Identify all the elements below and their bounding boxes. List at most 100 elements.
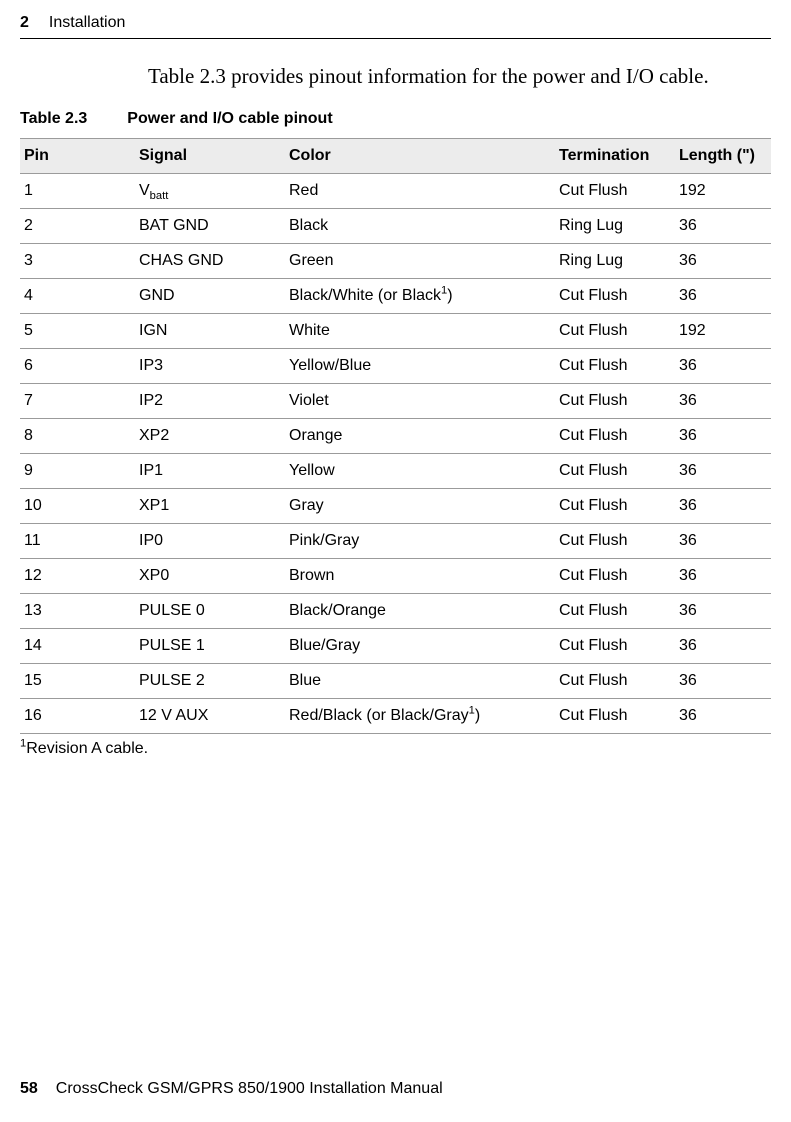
cell-signal: IGN (135, 314, 285, 349)
page-footer: 58CrossCheck GSM/GPRS 850/1900 Installat… (20, 1080, 443, 1098)
table-row: 1VbattRedCut Flush192 (20, 174, 771, 209)
cell-pin: 16 (20, 699, 135, 734)
col-header-pin: Pin (20, 139, 135, 174)
cell-pin: 11 (20, 524, 135, 559)
cell-color: Yellow/Blue (285, 349, 555, 384)
cell-color: Violet (285, 384, 555, 419)
table-row: 14PULSE 1Blue/GrayCut Flush36 (20, 629, 771, 664)
cell-termination: Cut Flush (555, 279, 675, 314)
table-title: Power and I/O cable pinout (127, 110, 332, 127)
cell-pin: 2 (20, 209, 135, 244)
cell-pin: 15 (20, 664, 135, 699)
cell-length: 36 (675, 419, 771, 454)
cell-color: Red (285, 174, 555, 209)
cell-length: 192 (675, 174, 771, 209)
cell-length: 36 (675, 209, 771, 244)
cell-termination: Cut Flush (555, 454, 675, 489)
cell-signal: XP2 (135, 419, 285, 454)
cell-length: 36 (675, 489, 771, 524)
cell-pin: 14 (20, 629, 135, 664)
table-row: 15PULSE 2BlueCut Flush36 (20, 664, 771, 699)
cell-length: 36 (675, 699, 771, 734)
cell-termination: Cut Flush (555, 489, 675, 524)
chapter-title: Installation (49, 14, 126, 31)
cell-length: 36 (675, 559, 771, 594)
cell-termination: Cut Flush (555, 419, 675, 454)
cell-color: Blue/Gray (285, 629, 555, 664)
cell-termination: Cut Flush (555, 524, 675, 559)
table-footnote: 1Revision A cable. (20, 740, 148, 758)
table-row: 12XP0BrownCut Flush36 (20, 559, 771, 594)
cell-color: Pink/Gray (285, 524, 555, 559)
col-header-length: Length (") (675, 139, 771, 174)
cell-signal: IP3 (135, 349, 285, 384)
col-header-signal: Signal (135, 139, 285, 174)
cell-termination: Ring Lug (555, 244, 675, 279)
cell-length: 36 (675, 279, 771, 314)
cell-termination: Cut Flush (555, 174, 675, 209)
cell-pin: 12 (20, 559, 135, 594)
cell-signal: XP1 (135, 489, 285, 524)
cell-signal: BAT GND (135, 209, 285, 244)
cell-pin: 9 (20, 454, 135, 489)
cell-pin: 3 (20, 244, 135, 279)
cell-pin: 7 (20, 384, 135, 419)
cell-length: 36 (675, 384, 771, 419)
table-row: 5IGNWhiteCut Flush192 (20, 314, 771, 349)
cell-length: 36 (675, 244, 771, 279)
manual-title: CrossCheck GSM/GPRS 850/1900 Installatio… (56, 1080, 443, 1097)
cell-signal: PULSE 0 (135, 594, 285, 629)
cell-signal: PULSE 2 (135, 664, 285, 699)
cell-color: Red/Black (or Black/Gray1) (285, 699, 555, 734)
intro-paragraph: Table 2.3 provides pinout information fo… (148, 64, 758, 89)
pinout-table: Pin Signal Color Termination Length (") … (20, 138, 771, 734)
cell-pin: 5 (20, 314, 135, 349)
cell-color: Blue (285, 664, 555, 699)
cell-pin: 1 (20, 174, 135, 209)
cell-color: Orange (285, 419, 555, 454)
cell-signal: 12 V AUX (135, 699, 285, 734)
table-row: 11IP0Pink/GrayCut Flush36 (20, 524, 771, 559)
page-header: 2 Installation (20, 14, 771, 32)
cell-pin: 8 (20, 419, 135, 454)
cell-signal: CHAS GND (135, 244, 285, 279)
table-row: 10XP1GrayCut Flush36 (20, 489, 771, 524)
cell-color: Gray (285, 489, 555, 524)
header-rule (20, 38, 771, 39)
col-header-term: Termination (555, 139, 675, 174)
cell-color: White (285, 314, 555, 349)
cell-termination: Cut Flush (555, 559, 675, 594)
cell-length: 36 (675, 349, 771, 384)
cell-termination: Cut Flush (555, 594, 675, 629)
table-row: 9IP1YellowCut Flush36 (20, 454, 771, 489)
chapter-number: 2 (20, 14, 29, 31)
cell-color: Green (285, 244, 555, 279)
table-row: 13PULSE 0Black/OrangeCut Flush36 (20, 594, 771, 629)
cell-pin: 4 (20, 279, 135, 314)
cell-length: 36 (675, 454, 771, 489)
cell-length: 192 (675, 314, 771, 349)
cell-color: Yellow (285, 454, 555, 489)
cell-termination: Ring Lug (555, 209, 675, 244)
cell-signal: IP2 (135, 384, 285, 419)
cell-signal: GND (135, 279, 285, 314)
cell-length: 36 (675, 629, 771, 664)
cell-termination: Cut Flush (555, 349, 675, 384)
table-row: 4GNDBlack/White (or Black1)Cut Flush36 (20, 279, 771, 314)
cell-pin: 6 (20, 349, 135, 384)
cell-pin: 13 (20, 594, 135, 629)
table-header-row: Pin Signal Color Termination Length (") (20, 139, 771, 174)
cell-signal: XP0 (135, 559, 285, 594)
table-row: 3CHAS GNDGreenRing Lug36 (20, 244, 771, 279)
table-row: 8XP2OrangeCut Flush36 (20, 419, 771, 454)
cell-termination: Cut Flush (555, 629, 675, 664)
cell-signal: Vbatt (135, 174, 285, 209)
cell-length: 36 (675, 664, 771, 699)
cell-length: 36 (675, 594, 771, 629)
cell-color: Black/Orange (285, 594, 555, 629)
table-row: 6IP3Yellow/BlueCut Flush36 (20, 349, 771, 384)
cell-color: Black (285, 209, 555, 244)
cell-signal: IP1 (135, 454, 285, 489)
table-row: 1612 V AUXRed/Black (or Black/Gray1)Cut … (20, 699, 771, 734)
table-row: 2BAT GNDBlackRing Lug36 (20, 209, 771, 244)
